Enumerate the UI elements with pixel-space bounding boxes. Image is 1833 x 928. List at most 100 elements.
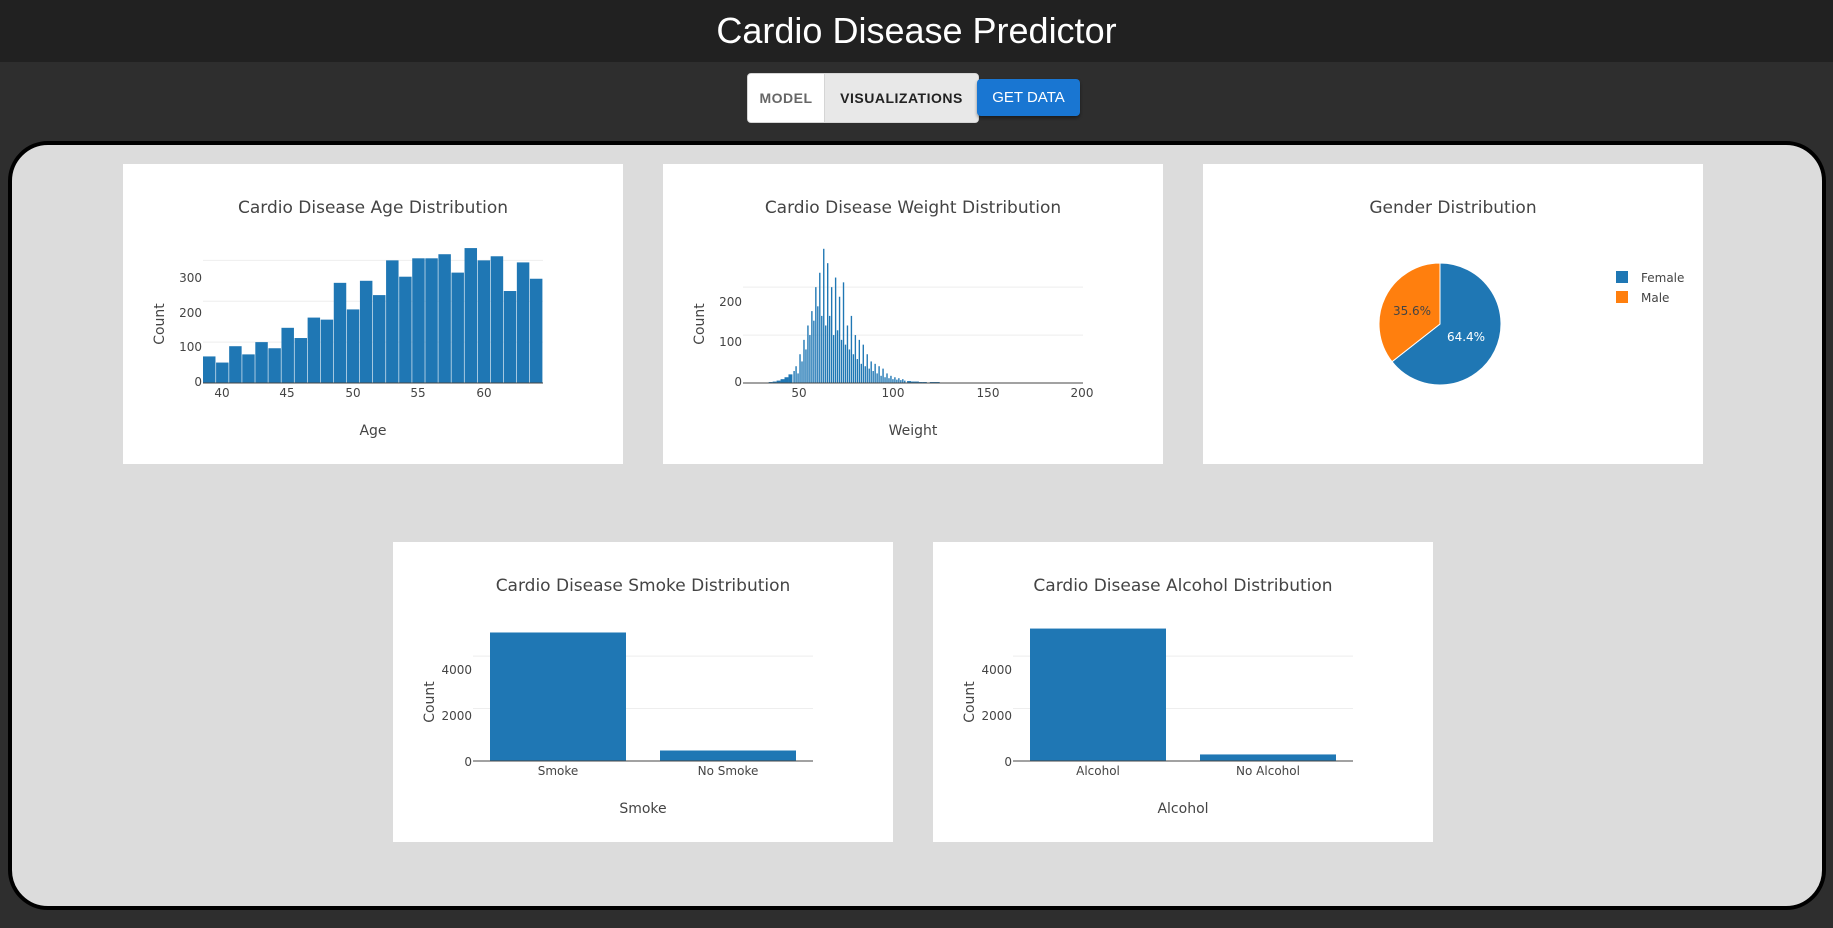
histogram-bar[interactable] bbox=[359, 280, 373, 383]
histogram-bar[interactable] bbox=[438, 254, 451, 383]
histogram-bar[interactable] bbox=[900, 380, 902, 383]
histogram-bar[interactable] bbox=[896, 379, 898, 383]
histogram-bar[interactable] bbox=[842, 282, 845, 383]
histogram-bar[interactable] bbox=[856, 359, 859, 383]
histogram-bar[interactable] bbox=[776, 380, 781, 383]
bar-no-smoke[interactable] bbox=[660, 750, 796, 761]
histogram-bar[interactable] bbox=[846, 325, 849, 383]
histogram-bar[interactable] bbox=[529, 278, 543, 383]
histogram-bar[interactable] bbox=[862, 344, 864, 383]
histogram-bar[interactable] bbox=[788, 374, 793, 383]
histogram-bar[interactable] bbox=[848, 349, 851, 383]
histogram-bar[interactable] bbox=[268, 348, 281, 383]
histogram-bar[interactable] bbox=[830, 287, 833, 383]
histogram-bar[interactable] bbox=[216, 362, 229, 383]
histogram-bar[interactable] bbox=[803, 339, 805, 383]
bar-alcohol[interactable] bbox=[1030, 628, 1166, 761]
legend-swatch-female[interactable] bbox=[1616, 271, 1628, 283]
histogram-bar[interactable] bbox=[811, 311, 813, 383]
histogram-bar[interactable] bbox=[840, 339, 843, 383]
histogram-bar[interactable] bbox=[858, 339, 861, 383]
histogram-bar[interactable] bbox=[333, 282, 347, 383]
histogram-bar[interactable] bbox=[795, 366, 797, 383]
histogram-bar[interactable] bbox=[281, 327, 294, 383]
histogram-bar[interactable] bbox=[490, 256, 504, 383]
histogram-bar[interactable] bbox=[838, 296, 841, 383]
histogram-bar[interactable] bbox=[255, 342, 268, 383]
histogram-bar[interactable] bbox=[872, 371, 874, 383]
histogram-bar[interactable] bbox=[825, 325, 827, 383]
tab-visualizations[interactable]: VISUALIZATIONS bbox=[824, 74, 978, 122]
histogram-bar[interactable] bbox=[807, 325, 809, 383]
histogram-bar[interactable] bbox=[821, 315, 823, 383]
histogram-bar[interactable] bbox=[477, 260, 491, 383]
histogram-bar[interactable] bbox=[242, 354, 255, 383]
histogram-bar[interactable] bbox=[892, 379, 894, 383]
histogram-bar[interactable] bbox=[850, 315, 853, 383]
get-data-button[interactable]: GET DATA bbox=[977, 79, 1080, 116]
histogram-bar[interactable] bbox=[805, 349, 807, 383]
histogram-bar[interactable] bbox=[780, 379, 785, 383]
histogram-bar[interactable] bbox=[832, 335, 835, 383]
histogram-bar[interactable] bbox=[904, 380, 906, 383]
histogram-bar[interactable] bbox=[425, 258, 438, 383]
histogram-bar[interactable] bbox=[784, 377, 789, 383]
histogram-bar[interactable] bbox=[815, 287, 817, 383]
bar-smoke[interactable] bbox=[490, 632, 626, 761]
histogram-bar[interactable] bbox=[894, 377, 896, 383]
histogram-bar[interactable] bbox=[817, 306, 819, 383]
histogram-bar[interactable] bbox=[464, 248, 478, 383]
histogram-bar[interactable] bbox=[346, 309, 360, 383]
histogram-bar[interactable] bbox=[914, 381, 919, 383]
histogram-bar[interactable] bbox=[797, 373, 799, 383]
histogram-bar[interactable] bbox=[809, 335, 811, 383]
histogram-bar[interactable] bbox=[229, 346, 242, 383]
pie-slice-female[interactable] bbox=[1391, 262, 1502, 386]
histogram-bar[interactable] bbox=[886, 373, 888, 383]
histogram-bar[interactable] bbox=[907, 381, 912, 383]
histogram-bar[interactable] bbox=[799, 354, 801, 383]
histogram-bar[interactable] bbox=[772, 381, 777, 383]
histogram-bar[interactable] bbox=[854, 335, 857, 383]
histogram-bar[interactable] bbox=[878, 366, 880, 383]
histogram-bar[interactable] bbox=[852, 354, 855, 383]
pie-slice-male[interactable] bbox=[1378, 262, 1441, 363]
histogram-bar[interactable] bbox=[880, 375, 882, 383]
histogram-bar[interactable] bbox=[373, 295, 386, 383]
histogram-bar[interactable] bbox=[834, 277, 837, 383]
histogram-bar[interactable] bbox=[451, 272, 464, 383]
histogram-bar[interactable] bbox=[399, 276, 412, 383]
histogram-bar[interactable] bbox=[868, 368, 870, 383]
histogram-bar[interactable] bbox=[823, 248, 825, 383]
histogram-bar[interactable] bbox=[836, 330, 839, 383]
histogram-bar[interactable] bbox=[503, 291, 517, 383]
histogram-bar[interactable] bbox=[516, 262, 530, 383]
histogram-bar[interactable] bbox=[902, 379, 904, 383]
histogram-bar[interactable] bbox=[884, 377, 886, 383]
histogram-bar[interactable] bbox=[412, 258, 425, 383]
legend-label-male[interactable]: Male bbox=[1641, 291, 1669, 305]
histogram-bar[interactable] bbox=[294, 338, 308, 383]
histogram-bar[interactable] bbox=[874, 363, 876, 383]
histogram-bar[interactable] bbox=[890, 375, 892, 383]
histogram-bar[interactable] bbox=[888, 378, 890, 383]
histogram-bar[interactable] bbox=[813, 320, 815, 383]
histogram-bar[interactable] bbox=[844, 344, 847, 383]
bar-no-alcohol[interactable] bbox=[1200, 754, 1336, 761]
histogram-bar[interactable] bbox=[866, 354, 868, 383]
histogram-bar[interactable] bbox=[307, 317, 321, 383]
histogram-bar[interactable] bbox=[882, 368, 884, 383]
histogram-bar[interactable] bbox=[827, 263, 829, 383]
histogram-bar[interactable] bbox=[864, 366, 866, 383]
histogram-bar[interactable] bbox=[386, 260, 399, 383]
histogram-bar[interactable] bbox=[828, 315, 831, 383]
histogram-bar[interactable] bbox=[320, 319, 334, 383]
tab-model[interactable]: MODEL bbox=[748, 74, 824, 122]
histogram-bar[interactable] bbox=[819, 272, 821, 383]
histogram-bar[interactable] bbox=[870, 361, 872, 383]
histogram-bar[interactable] bbox=[911, 381, 915, 383]
legend-label-female[interactable]: Female bbox=[1641, 271, 1684, 285]
histogram-bar[interactable] bbox=[860, 363, 862, 383]
histogram-bar[interactable] bbox=[801, 361, 803, 383]
histogram-bar[interactable] bbox=[203, 356, 216, 383]
